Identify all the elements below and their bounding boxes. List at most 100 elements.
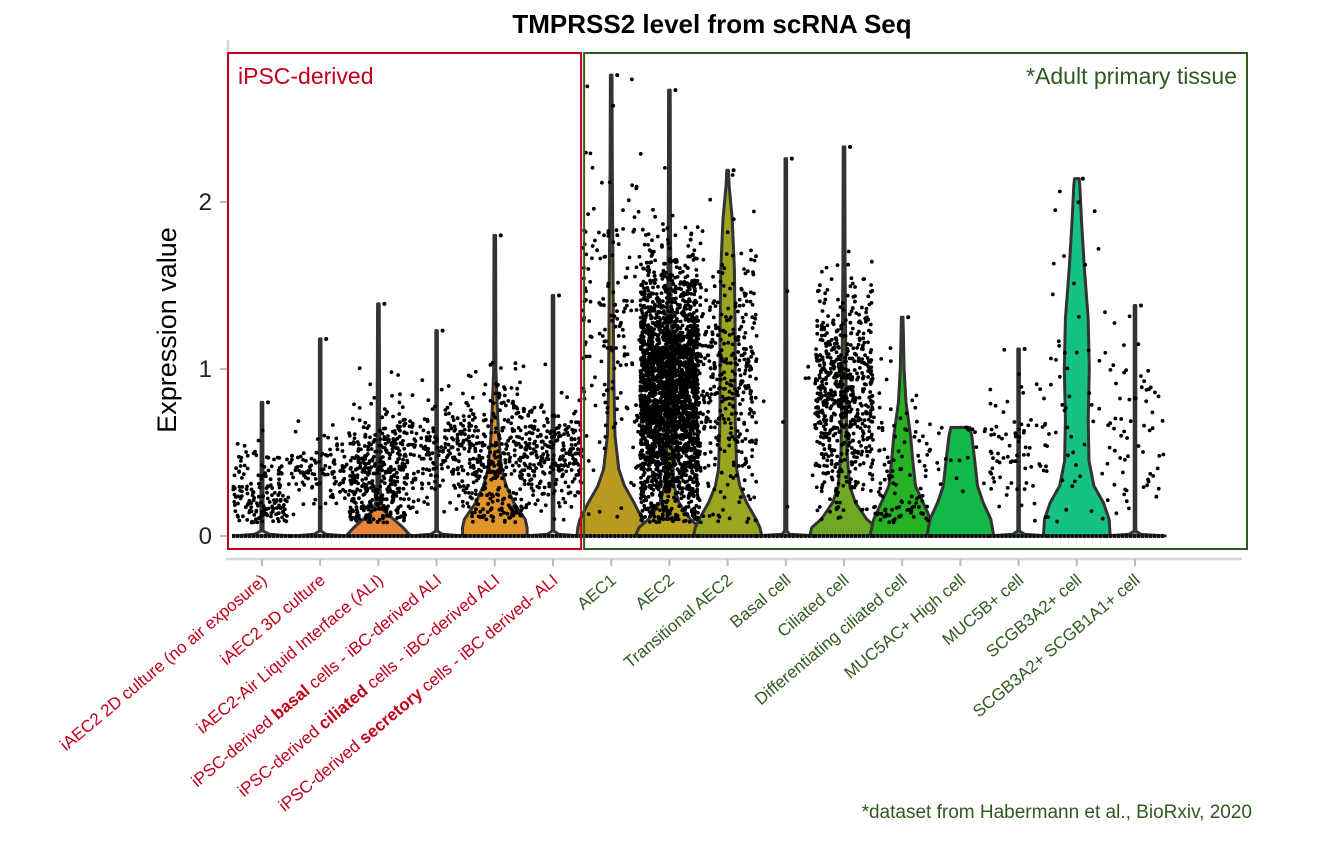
data-point bbox=[654, 506, 659, 511]
data-point bbox=[702, 394, 706, 399]
data-point bbox=[730, 342, 735, 347]
data-point bbox=[839, 326, 844, 331]
data-point bbox=[689, 456, 693, 461]
data-point bbox=[743, 437, 748, 441]
data-point bbox=[728, 382, 732, 387]
data-point bbox=[847, 469, 852, 474]
data-point bbox=[542, 459, 547, 464]
data-point bbox=[338, 469, 343, 473]
data-point bbox=[470, 491, 474, 495]
data-point bbox=[679, 287, 683, 292]
data-point bbox=[744, 386, 748, 391]
data-point bbox=[331, 460, 336, 465]
data-point bbox=[867, 302, 872, 307]
data-point bbox=[705, 391, 709, 396]
data-point bbox=[694, 268, 699, 272]
data-point bbox=[610, 348, 614, 353]
data-point bbox=[612, 314, 617, 319]
data-point bbox=[869, 465, 873, 469]
data-point bbox=[528, 462, 532, 467]
data-point bbox=[589, 383, 594, 388]
data-point bbox=[369, 465, 373, 470]
data-point bbox=[650, 334, 655, 339]
data-point bbox=[733, 372, 737, 377]
data-point bbox=[707, 514, 712, 518]
data-point bbox=[650, 451, 655, 456]
data-point bbox=[593, 238, 597, 243]
data-point bbox=[615, 396, 620, 400]
data-point bbox=[742, 267, 746, 271]
data-point bbox=[539, 405, 543, 410]
data-point bbox=[671, 325, 676, 330]
data-point bbox=[638, 298, 643, 303]
data-point bbox=[589, 335, 594, 339]
data-point bbox=[462, 418, 467, 423]
data-point bbox=[695, 517, 700, 521]
data-point bbox=[677, 424, 682, 429]
data-point bbox=[615, 360, 620, 364]
data-point bbox=[530, 425, 535, 430]
data-point bbox=[572, 461, 576, 465]
data-point bbox=[657, 520, 662, 524]
data-point bbox=[375, 471, 380, 475]
data-point bbox=[364, 476, 368, 481]
data-point bbox=[821, 320, 826, 325]
data-point bbox=[730, 173, 735, 177]
data-point bbox=[334, 436, 339, 441]
data-point bbox=[645, 373, 650, 378]
data-point bbox=[713, 323, 718, 328]
data-point bbox=[470, 412, 475, 416]
data-point bbox=[613, 324, 618, 329]
data-point bbox=[567, 449, 572, 454]
data-point bbox=[611, 103, 616, 108]
data-point bbox=[661, 332, 666, 336]
data-point bbox=[649, 249, 654, 254]
data-point bbox=[739, 287, 744, 292]
data-point bbox=[468, 446, 472, 450]
data-point bbox=[664, 318, 669, 323]
data-point bbox=[746, 357, 750, 362]
data-point bbox=[277, 477, 281, 482]
data-point bbox=[831, 394, 835, 398]
data-point bbox=[410, 421, 415, 426]
data-point bbox=[671, 395, 676, 400]
data-point bbox=[845, 342, 850, 347]
data-point bbox=[654, 312, 659, 317]
data-point bbox=[408, 419, 412, 423]
data-point bbox=[390, 500, 394, 505]
data-point bbox=[427, 468, 432, 473]
data-point bbox=[616, 242, 621, 247]
data-point bbox=[789, 156, 794, 161]
data-point bbox=[719, 312, 724, 317]
data-point bbox=[695, 483, 699, 488]
data-point bbox=[661, 285, 666, 289]
data-point bbox=[264, 474, 268, 479]
data-point bbox=[507, 489, 512, 493]
data-point bbox=[708, 305, 713, 310]
data-point bbox=[286, 495, 291, 500]
data-point bbox=[690, 353, 695, 358]
data-point bbox=[671, 402, 675, 407]
data-point bbox=[726, 436, 731, 441]
data-point bbox=[575, 490, 580, 494]
data-point bbox=[677, 266, 682, 271]
data-point bbox=[382, 437, 386, 442]
data-point bbox=[672, 441, 677, 446]
data-point bbox=[466, 504, 471, 509]
data-point bbox=[532, 405, 537, 410]
data-point bbox=[689, 231, 694, 236]
data-point bbox=[642, 377, 647, 382]
data-point bbox=[502, 451, 507, 456]
data-point bbox=[666, 340, 671, 345]
data-point bbox=[557, 293, 561, 298]
data-point bbox=[690, 509, 694, 514]
data-point bbox=[520, 436, 525, 441]
data-point bbox=[239, 455, 244, 460]
data-point bbox=[861, 437, 866, 442]
data-point bbox=[456, 447, 460, 452]
data-point bbox=[439, 462, 444, 467]
data-point bbox=[446, 421, 451, 426]
data-point bbox=[694, 308, 699, 313]
data-point bbox=[607, 180, 612, 185]
data-point bbox=[713, 425, 717, 430]
